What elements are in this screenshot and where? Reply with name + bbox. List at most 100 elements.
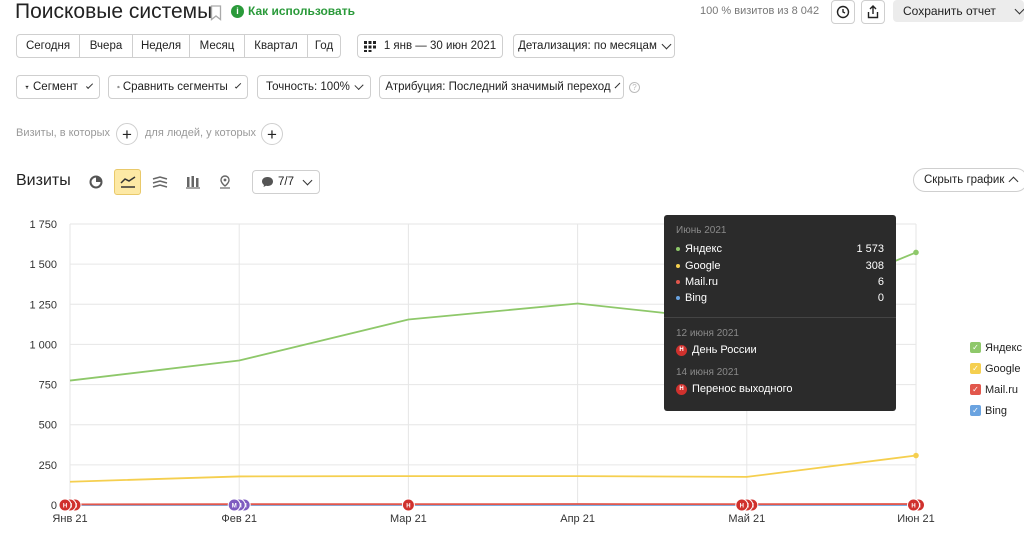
period-year-button[interactable]: Год	[307, 34, 341, 58]
x-tick-label: Июн 21	[897, 513, 935, 525]
bar-chart-type-button[interactable]	[179, 169, 206, 195]
chevron-down-icon	[234, 82, 242, 89]
tooltip-series-value: 308	[865, 260, 884, 272]
map-chart-type-button[interactable]	[211, 169, 238, 195]
series-dot	[676, 296, 680, 300]
checkbox-checked-icon[interactable]: ✓	[970, 384, 981, 395]
checkbox-checked-icon[interactable]: ✓	[970, 342, 981, 353]
share-icon	[867, 5, 879, 19]
detail-dropdown[interactable]: Детализация: по месяцам	[513, 34, 675, 58]
visits-share-text: 100 % визитов из 8 042	[700, 5, 820, 17]
compare-segments-dropdown[interactable]: Сравнить сегменты	[108, 75, 248, 99]
event-marker-label: Н	[740, 504, 744, 510]
event-markers: НННМММНННННН	[58, 498, 925, 512]
event-marker[interactable]: Н	[735, 498, 749, 512]
filter-icon	[25, 85, 29, 89]
accuracy-dropdown[interactable]: Точность: 100%	[257, 75, 371, 99]
x-tick-label: Апр 21	[560, 513, 595, 525]
y-tick-label: 500	[39, 420, 57, 432]
how-to-use-label: Как использовать	[248, 4, 355, 18]
legend-item-yandex[interactable]: ✓ Яндекс	[970, 337, 1022, 358]
segment-dropdown[interactable]: Сегмент	[16, 75, 100, 99]
series-point[interactable]	[913, 249, 919, 256]
legend-item-bing[interactable]: ✓ Bing	[970, 400, 1022, 421]
tooltip-event-name: Перенос выходного	[692, 383, 793, 395]
pie-chart-type-button[interactable]	[82, 169, 109, 195]
hide-chart-button[interactable]: Скрыть график	[913, 168, 1024, 192]
pie-chart-icon	[89, 175, 102, 189]
stacked-area-icon	[152, 176, 167, 188]
tooltip-series-value: 0	[877, 292, 884, 304]
legend-item-google[interactable]: ✓ Google	[970, 358, 1022, 379]
help-icon[interactable]: ?	[629, 82, 640, 93]
compare-icon	[117, 85, 120, 89]
legend-label: Яндекс	[985, 341, 1022, 354]
calendar-icon	[363, 41, 376, 52]
comments-dropdown[interactable]: 7/7	[252, 170, 320, 194]
save-report-button[interactable]: Сохранить отчет	[893, 0, 1024, 22]
visits-filter-label: Визиты, в которых	[16, 127, 110, 139]
area-chart-type-button[interactable]	[146, 169, 173, 195]
chart-title: Визиты	[16, 172, 71, 189]
period-yesterday-button[interactable]: Вчера	[79, 34, 133, 58]
line-chart-type-button[interactable]	[114, 169, 141, 195]
x-tick-label: Мар 21	[390, 513, 427, 525]
detail-label: Детализация: по месяцам	[518, 40, 657, 52]
compare-label: Сравнить сегменты	[122, 81, 228, 93]
chevron-down-icon	[85, 81, 94, 90]
export-button[interactable]	[861, 0, 885, 24]
tooltip-series-value: 1 573	[856, 243, 884, 255]
legend-label: Bing	[985, 404, 1008, 417]
add-visits-filter-button[interactable]: +	[116, 123, 138, 145]
tooltip-month: Июнь 2021	[676, 225, 727, 236]
checkbox-checked-icon[interactable]: ✓	[970, 405, 981, 416]
tooltip-divider	[664, 317, 896, 318]
series-dot	[676, 264, 680, 268]
y-axis-ticks: 0 250 500 750 1 000 1 250 1 500 1 750	[29, 219, 57, 512]
visits-line-chart[interactable]: 0 250 500 750 1 000 1 250 1 500 1 750 Янв 21 Фев…	[0, 210, 960, 535]
bookmark-icon[interactable]	[210, 5, 222, 21]
add-people-filter-button[interactable]: +	[261, 123, 283, 145]
tooltip-series-name: Яндекс	[685, 243, 722, 255]
tooltip-row-google: Google 308	[676, 260, 884, 272]
period-month-button[interactable]: Месяц	[189, 34, 245, 58]
date-range-button[interactable]: 1 янв — 30 июн 2021	[357, 34, 503, 58]
tooltip-event-name: День России	[692, 344, 757, 356]
chevron-down-icon	[614, 82, 620, 89]
tooltip-row-mailru: Mail.ru 6	[676, 276, 884, 288]
event-marker[interactable]: М	[227, 498, 241, 512]
how-to-use-link[interactable]: i Как использовать	[231, 4, 355, 18]
series-point[interactable]	[913, 452, 919, 459]
attribution-dropdown[interactable]: Атрибуция: Последний значимый переход	[379, 75, 624, 99]
event-marker[interactable]: Н	[907, 498, 920, 512]
x-tick-label: Май 21	[728, 513, 765, 525]
y-tick-label: 0	[51, 500, 57, 512]
series-dot	[676, 247, 680, 251]
event-marker-label: Н	[63, 504, 67, 510]
chevron-down-icon	[354, 80, 364, 91]
save-report-label: Сохранить отчет	[903, 4, 996, 18]
tooltip-event: Н День России	[676, 344, 757, 356]
legend-item-mailru[interactable]: ✓ Mail.ru	[970, 379, 1022, 400]
tooltip-series-name: Google	[685, 260, 721, 272]
comments-count: 7/7	[278, 176, 294, 188]
period-today-button[interactable]: Сегодня	[16, 34, 80, 58]
y-tick-label: 750	[39, 380, 57, 392]
info-icon: i	[231, 4, 244, 18]
checkbox-checked-icon[interactable]: ✓	[970, 363, 981, 374]
event-marker[interactable]: Н	[58, 498, 72, 512]
comment-icon	[262, 177, 273, 187]
segment-label: Сегмент	[33, 81, 78, 93]
x-tick-label: Янв 21	[52, 513, 87, 525]
hide-chart-label: Скрыть график	[924, 174, 1005, 186]
event-marker[interactable]: Н	[401, 498, 415, 512]
x-axis-ticks: Янв 21 Фев 21 Мар 21 Апр 21 Май 21 Июн 21	[52, 513, 934, 525]
period-quarter-button[interactable]: Квартал	[244, 34, 308, 58]
history-button[interactable]	[831, 0, 855, 24]
tooltip-event: Н Перенос выходного	[676, 383, 793, 395]
tooltip-series-name: Mail.ru	[685, 276, 719, 288]
series-line[interactable]	[69, 454, 917, 483]
chevron-down-icon	[1014, 4, 1024, 15]
period-selector: Сегодня Вчера Неделя Месяц Квартал Год	[16, 34, 341, 58]
period-week-button[interactable]: Неделя	[132, 34, 190, 58]
